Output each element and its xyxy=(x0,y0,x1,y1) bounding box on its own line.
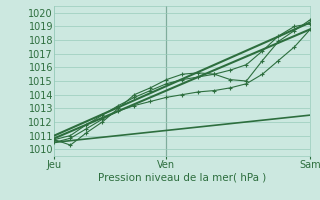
X-axis label: Pression niveau de la mer( hPa ): Pression niveau de la mer( hPa ) xyxy=(98,173,267,183)
